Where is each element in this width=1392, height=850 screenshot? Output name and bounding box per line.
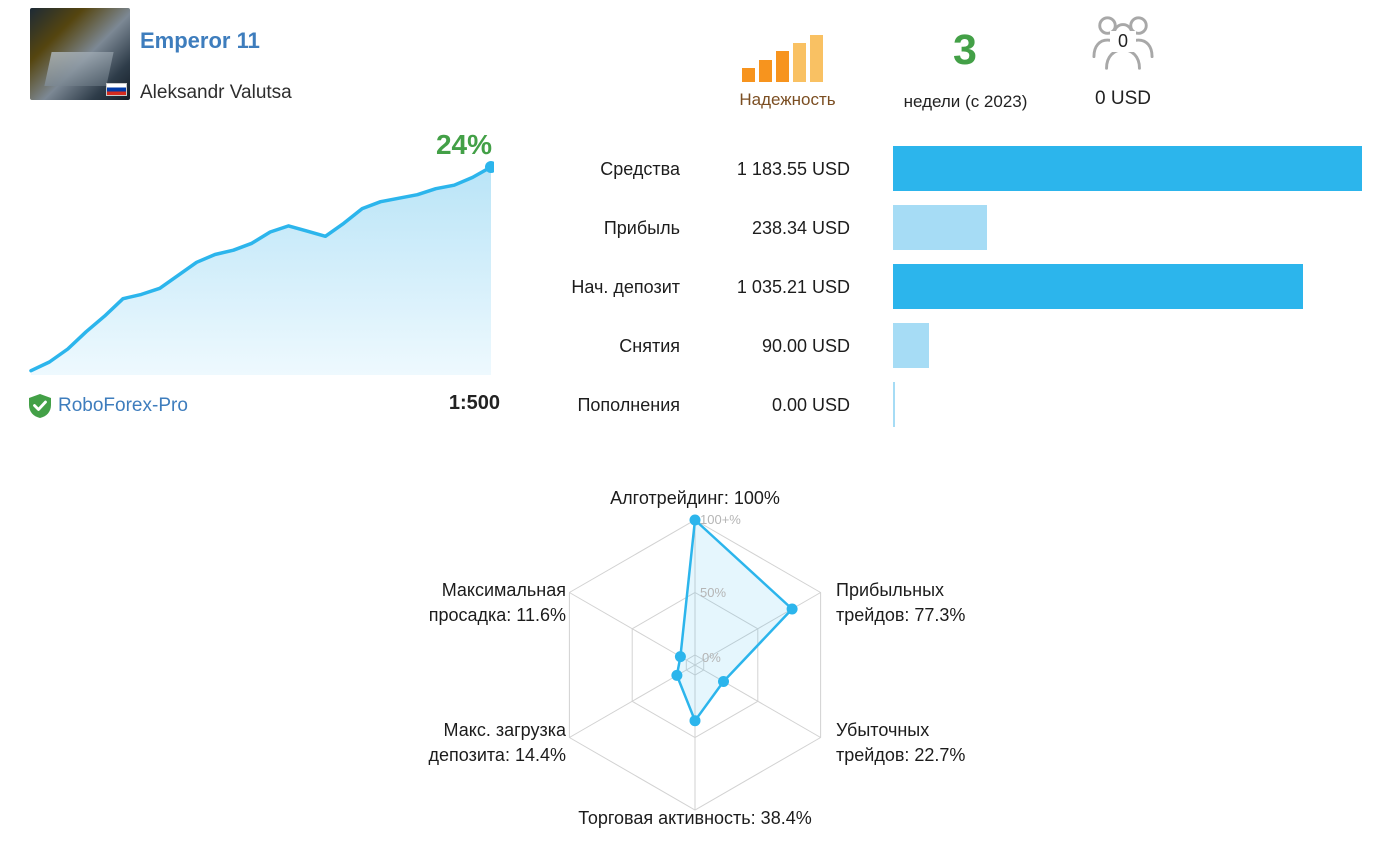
radar-label-trading-activity: Торговая активность: 38.4%: [578, 808, 812, 828]
signal-title[interactable]: Emperor 11: [140, 28, 260, 53]
stat-value: 0.00 USD: [771, 395, 850, 415]
stat-label: Пополнения: [577, 395, 680, 415]
radar-chart: [568, 514, 822, 811]
stat-value: 90.00 USD: [761, 336, 850, 356]
radar-polygon: [675, 518, 794, 722]
equity-line: [29, 165, 493, 373]
stat-label: Снятия: [619, 336, 680, 356]
stat-bar: [893, 382, 895, 427]
stat-value: 1 035.21 USD: [736, 277, 850, 297]
stat-label: Средства: [600, 159, 680, 179]
broker-link[interactable]: RoboForex-Pro: [58, 395, 188, 416]
stat-bar: [893, 264, 1304, 309]
stat-bar: [893, 146, 1362, 191]
radar-ring-100: 100+%: [700, 512, 741, 527]
verified-shield-icon: [29, 394, 51, 418]
author-name[interactable]: Aleksandr Valutsa: [140, 82, 292, 103]
reliability-bars-icon: [742, 34, 834, 82]
stat-bar: [893, 205, 988, 250]
growth-chart: [29, 161, 494, 375]
russia-flag-icon: [106, 83, 127, 96]
subscribers-count: 0: [1110, 31, 1136, 52]
radar-label-losing-trades: Убыточных трейдов: 22.7%: [836, 720, 966, 765]
radar-ring-50: 50%: [700, 585, 727, 600]
growth-percent: 24%: [435, 129, 492, 160]
stat-value: 1 183.55 USD: [736, 159, 850, 179]
stat-label: Нач. депозит: [571, 277, 680, 297]
leverage-value: 1:500: [448, 392, 500, 414]
reliability-label: Надежность: [739, 90, 836, 109]
growth-end-dot: [485, 161, 494, 173]
age-weeks-label: недели (с 2023): [903, 92, 1028, 111]
radar-label-profitable-trades: Прибыльных трейдов: 77.3%: [836, 580, 966, 625]
subscribers-funds: 0 USD: [1095, 88, 1151, 109]
stat-bar: [893, 323, 929, 368]
stat-label: Прибыль: [603, 218, 680, 238]
radar-label-algotrading: Алготрейдинг: 100%: [610, 488, 780, 508]
growth-area: [31, 167, 491, 375]
radar-label-deposit-load: Макс. загрузка депозита: 14.4%: [428, 720, 566, 765]
radar-ring-0: 0%: [702, 650, 721, 665]
stat-value: 238.34 USD: [751, 218, 850, 238]
age-weeks-value: 3: [953, 26, 977, 74]
radar-dots: [671, 514, 798, 727]
radar-label-max-drawdown: Максимальная просадка: 11.6%: [428, 580, 566, 625]
